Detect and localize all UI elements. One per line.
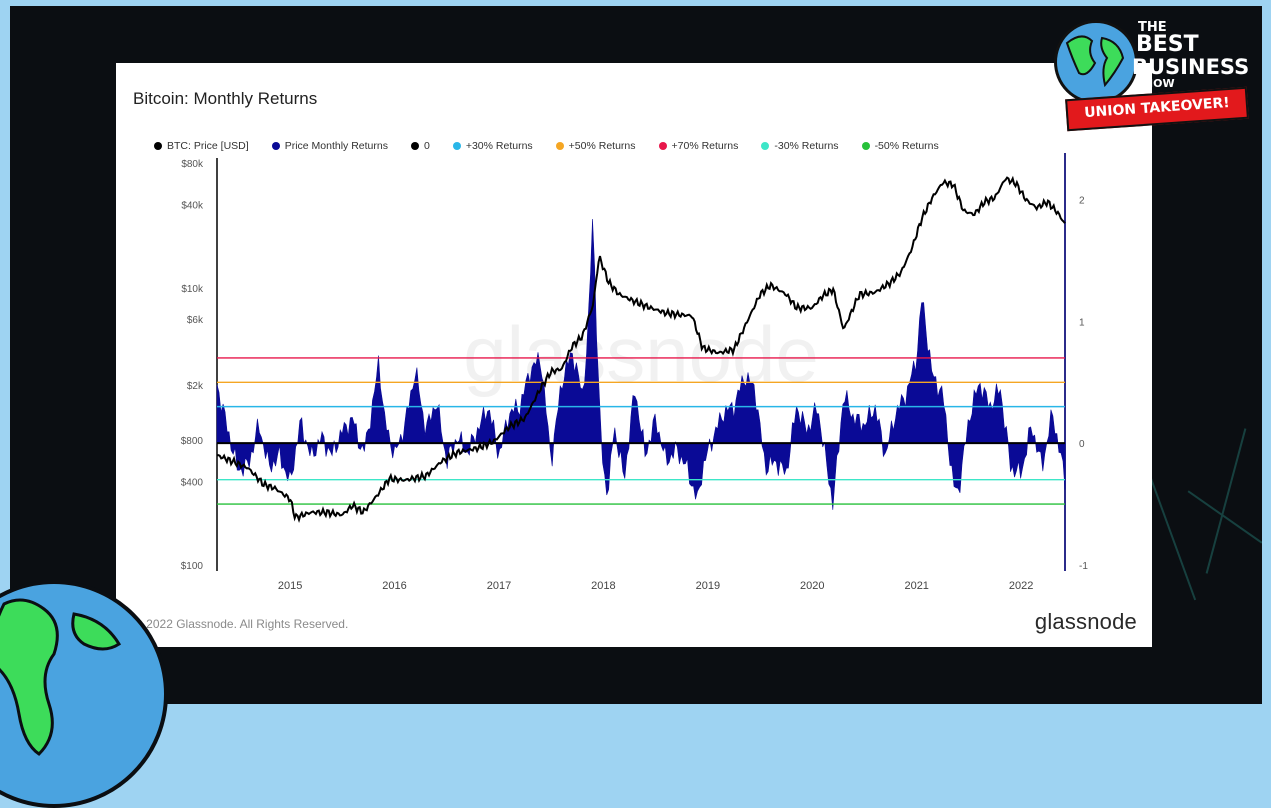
price-line: [216, 175, 1066, 523]
chart-card: Bitcoin: Monthly Returns BTC: Price [USD…: [116, 63, 1152, 647]
legend-label: +50% Returns: [568, 140, 636, 152]
legend-dot-icon: [761, 142, 770, 150]
legend-dot-icon: [154, 142, 162, 150]
legend-dot-icon: [410, 142, 419, 150]
logo-line-best: BEST: [1136, 32, 1199, 57]
show-logo: THE BEST BUSINESS SHOW UNION TAKEOVER!: [1052, 18, 1252, 138]
x-tick-label: 2015: [278, 580, 302, 592]
y-left-tick-label: $800: [181, 436, 204, 447]
y-right-tick-label: 1: [1079, 317, 1085, 328]
legend-dot-icon: [555, 142, 564, 150]
returns-area: [216, 218, 1066, 510]
y-left-tick-label: $10k: [181, 284, 204, 295]
legend-label: BTC: Price [USD]: [167, 140, 249, 152]
chart-svg: glassnode $100 $400 $800 $2k $6k $10k $40k $80k -…: [181, 153, 1088, 592]
decorative-line: [1205, 428, 1247, 574]
legend-dot-icon: [658, 142, 667, 150]
logo-continents-icon: [1065, 35, 1125, 88]
chart-legend: BTC: Price [USD] Price Monthly Returns 0 +3…: [154, 140, 962, 152]
legend-item[interactable]: Price Monthly Returns: [271, 140, 388, 152]
legend-label: +30% Returns: [465, 140, 533, 152]
logo-globe-icon: [1054, 20, 1138, 104]
legend-dot-icon: [271, 142, 280, 150]
logo-line-business: BUSINESS: [1132, 55, 1250, 79]
y-left-tick-label: $100: [181, 561, 204, 572]
legend-label: 0: [423, 140, 430, 152]
copyright-text: © 2022 Glassnode. All Rights Reserved.: [134, 617, 349, 631]
legend-dot-icon: [452, 142, 461, 150]
legend-item[interactable]: 0: [410, 140, 430, 152]
legend-dot-icon: [861, 142, 870, 150]
chart-watermark: glassnode: [463, 310, 819, 398]
legend-label: -30% Returns: [774, 140, 839, 152]
legend-label: Price Monthly Returns: [284, 140, 388, 152]
brand-logo: glassnode: [1034, 609, 1137, 634]
x-tick-label: 2020: [800, 580, 824, 592]
y-left-tick-label: $400: [181, 478, 204, 489]
legend-label: +70% Returns: [671, 140, 739, 152]
legend-item[interactable]: BTC: Price [USD]: [154, 140, 249, 152]
x-tick-label: 2022: [1009, 580, 1033, 592]
x-tick-label: 2016: [382, 580, 406, 592]
y-right-tick-label: 0: [1079, 439, 1085, 450]
x-tick-label: 2018: [591, 580, 615, 592]
y-left-tick-label: $6k: [187, 315, 204, 326]
y-left-tick-label: $2k: [187, 381, 204, 392]
legend-item[interactable]: +50% Returns: [555, 140, 636, 152]
y-left-tick-label: $40k: [181, 201, 204, 212]
logo-line-the: THE: [1138, 20, 1167, 35]
chart-title: Bitcoin: Monthly Returns: [133, 89, 318, 108]
x-tick-label: 2017: [487, 580, 511, 592]
y-left-tick-label: $80k: [181, 159, 204, 170]
logo-line-show: SHOW: [1136, 77, 1175, 90]
x-tick-label: 2019: [696, 580, 720, 592]
legend-item[interactable]: +30% Returns: [452, 140, 533, 152]
y-right-tick-label: 2: [1079, 196, 1085, 207]
legend-item[interactable]: +70% Returns: [658, 140, 739, 152]
legend-item[interactable]: -50% Returns: [861, 140, 939, 152]
x-tick-label: 2021: [904, 580, 928, 592]
legend-item[interactable]: -30% Returns: [761, 140, 839, 152]
y-right-tick-label: -1: [1079, 561, 1088, 572]
legend-label: -50% Returns: [874, 140, 939, 152]
